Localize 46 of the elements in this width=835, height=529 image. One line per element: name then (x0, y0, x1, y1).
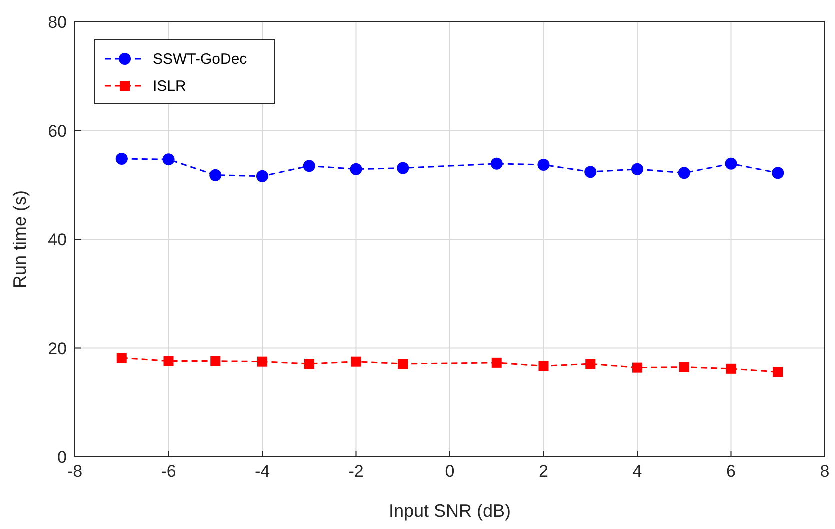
point (116, 153, 128, 166)
x-tick-label: 2 (539, 462, 548, 481)
point (210, 356, 221, 366)
point (304, 359, 314, 370)
point (351, 356, 362, 367)
point (210, 169, 222, 182)
x-tick-label: 0 (445, 462, 455, 481)
point (726, 364, 736, 374)
point (397, 162, 410, 174)
point (350, 163, 362, 176)
point (258, 356, 268, 367)
point (632, 163, 644, 176)
point (584, 166, 597, 178)
point (256, 170, 268, 182)
y-tick-label: 20 (48, 339, 67, 358)
x-tick-label: -8 (67, 462, 83, 481)
y-tick-label: 0 (58, 448, 67, 467)
point (164, 356, 174, 366)
point (538, 159, 550, 172)
x-axis-title: Input SNR (dB) (388, 501, 512, 521)
x-tick-label: -6 (161, 462, 176, 481)
point (538, 361, 549, 372)
y-tick-label: 40 (48, 230, 67, 250)
point (116, 353, 127, 364)
point (632, 362, 642, 373)
point (490, 158, 503, 170)
point (679, 362, 690, 372)
legend-label: ISLR (153, 78, 187, 95)
point (586, 359, 596, 370)
point (492, 358, 502, 368)
x-tick-label: 6 (726, 462, 736, 481)
y-axis-title: Run time (s) (10, 190, 30, 289)
point (773, 367, 784, 378)
point (725, 158, 738, 170)
y-tick-label: 60 (48, 122, 67, 141)
point (678, 167, 690, 180)
y-tick-label: 80 (48, 13, 67, 32)
point (398, 359, 408, 370)
x-tick-label: -4 (254, 462, 270, 481)
x-tick-label: 8 (820, 462, 830, 481)
legend-label: SSWT-GoDec (153, 51, 248, 68)
x-tick-label: -2 (348, 462, 364, 481)
point (772, 167, 784, 180)
point (303, 160, 316, 172)
point (162, 154, 175, 166)
x-tick-label: 4 (632, 462, 642, 481)
